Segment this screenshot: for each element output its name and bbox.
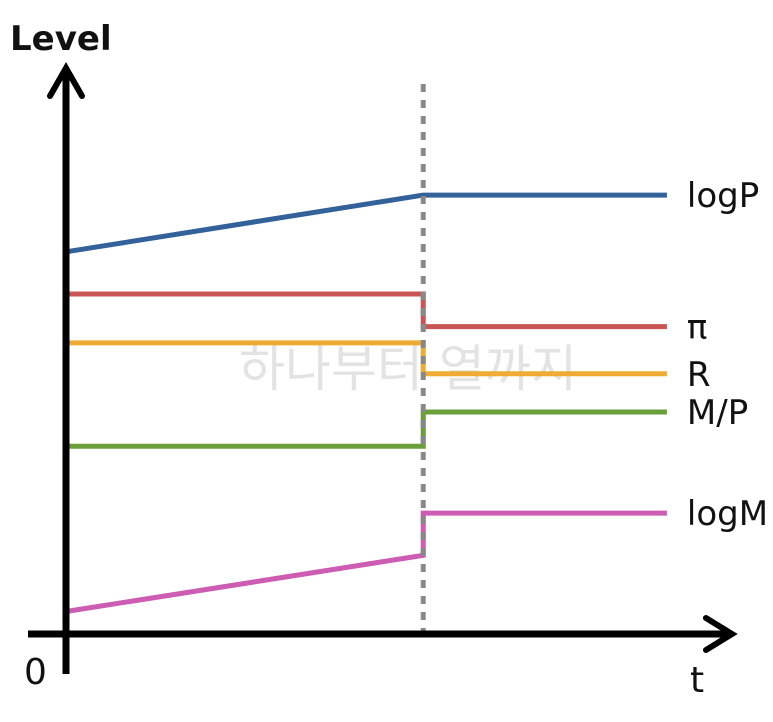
label-layer: logP πRM/P logM	[687, 176, 768, 534]
y-axis-arrow	[47, 61, 85, 99]
series-label-0: logP	[687, 176, 759, 216]
series-line-4	[65, 510, 667, 614]
series-line-1	[66, 291, 667, 330]
y-axis-label: Level	[10, 19, 112, 59]
series-label-1: π	[687, 308, 707, 348]
series-line-3	[66, 409, 667, 449]
series-label-3: M/P	[687, 393, 748, 433]
series-label-2: R	[687, 355, 711, 395]
origin-label: 0	[24, 652, 47, 693]
x-axis-arrow	[703, 615, 738, 653]
watermark: 하나부터 열까지	[239, 340, 577, 398]
series-line-0	[65, 192, 667, 255]
series-label-4: logM	[687, 494, 768, 534]
axes	[28, 61, 738, 674]
series-layer	[65, 192, 667, 614]
x-axis-label: t	[690, 660, 704, 701]
